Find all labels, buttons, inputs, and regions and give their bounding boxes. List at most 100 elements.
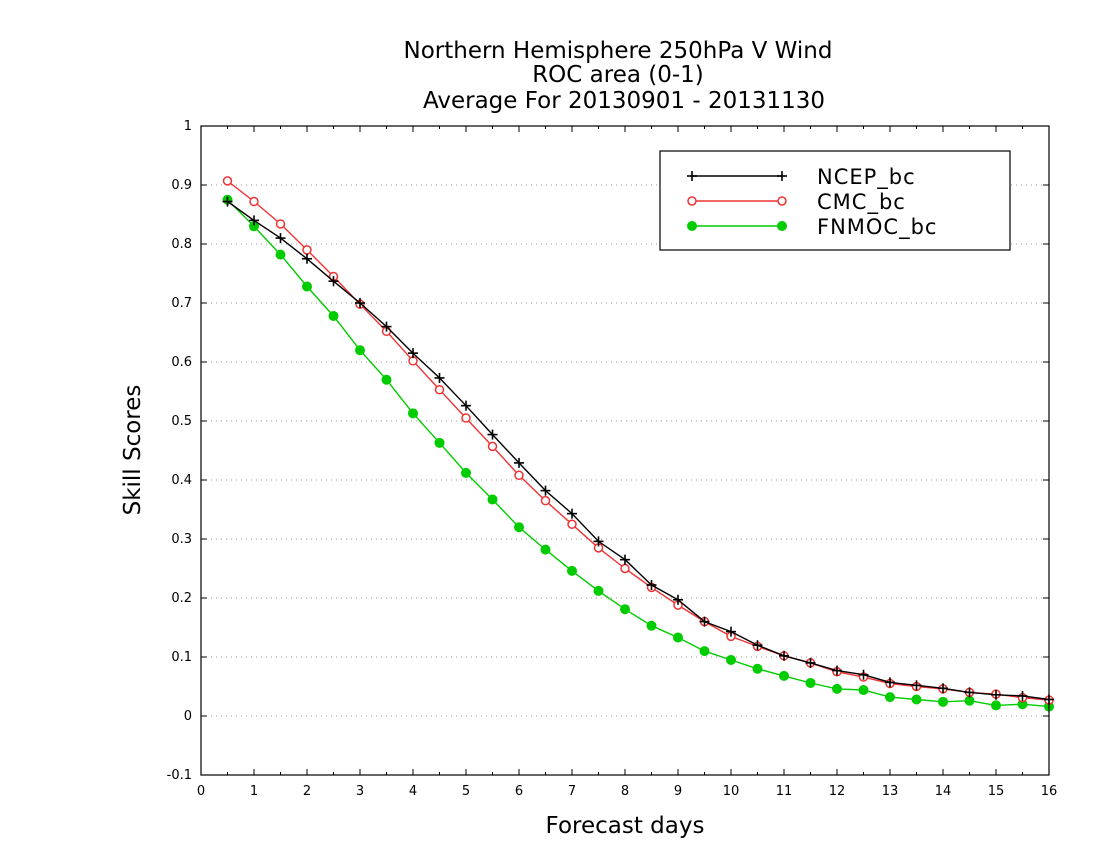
grid-layer (201, 184, 1049, 717)
data-point-cmc-bc (514, 470, 524, 481)
data-point-fnmoc-bc (328, 310, 339, 321)
series-cmc-bc (222, 176, 1054, 705)
data-point-fnmoc-bc (381, 374, 392, 385)
data-point-fnmoc-bc (620, 604, 630, 615)
data-point-fnmoc-bc (805, 677, 816, 688)
chart-subtitle-period: Average For 20130901 - 20131130 (423, 88, 825, 114)
data-point-ncep-bc (593, 536, 604, 547)
x-tick-label: 13 (882, 784, 899, 799)
data-point-ncep-bc (514, 457, 524, 468)
data-point-fnmoc-bc (832, 683, 842, 694)
data-point-fnmoc-bc (858, 685, 869, 696)
data-point-fnmoc-bc (593, 585, 604, 596)
y-tick-label: 0.2 (171, 591, 192, 606)
series-layer (222, 176, 1054, 712)
legend-item-fnmoc-bc: FNMOC_bc (687, 215, 937, 240)
tick-layer: -0.100.10.20.30.40.50.60.70.80.910 1 2 3 4 5 6… (167, 119, 1058, 799)
data-point-fnmoc-bc (885, 692, 895, 703)
x-tick-label: 6 (515, 784, 523, 799)
x-axis-label: Forecast days (546, 813, 705, 839)
data-point-fnmoc-bc (540, 544, 551, 555)
legend-label-cmc-bc: CMC_bc (817, 190, 906, 215)
y-axis-label: Skill Scores (120, 385, 146, 516)
data-point-fnmoc-bc (567, 565, 577, 576)
data-point-ncep-bc (805, 657, 816, 668)
data-point-ncep-bc (673, 594, 683, 605)
data-point-cmc-bc (567, 519, 577, 529)
data-point-ncep-bc (302, 253, 312, 264)
data-point-ncep-bc (567, 508, 577, 519)
data-point-ncep-bc (779, 650, 789, 661)
legend-marker-cmc-bc (687, 196, 697, 206)
data-point-ncep-bc (487, 429, 498, 440)
legend-item-cmc-bc: CMC_bc (687, 190, 906, 215)
y-tick-label: 0.7 (171, 296, 192, 311)
data-point-fnmoc-bc (514, 522, 524, 533)
data-point-fnmoc-bc (434, 437, 445, 448)
x-tick-label: 2 (303, 784, 311, 799)
x-tick-label: 3 (356, 784, 364, 799)
legend-label-fnmoc-bc: FNMOC_bc (817, 215, 937, 240)
data-point-ncep-bc (991, 689, 1001, 700)
data-point-fnmoc-bc (487, 494, 498, 505)
data-point-fnmoc-bc (355, 345, 365, 356)
series-ncep-bc (222, 196, 1054, 705)
chart-subtitle-metric: ROC area (0-1) (532, 62, 704, 88)
x-tick-label: 0 (197, 784, 205, 799)
data-point-fnmoc-bc (938, 696, 948, 707)
data-point-ncep-bc (752, 640, 763, 651)
data-point-ncep-bc (858, 669, 869, 680)
data-point-fnmoc-bc (726, 654, 736, 665)
data-point-fnmoc-bc (673, 632, 683, 643)
data-point-ncep-bc (222, 196, 233, 207)
x-tick-label: 8 (621, 784, 629, 799)
data-point-ncep-bc (646, 580, 657, 591)
y-tick-label: 0.5 (171, 414, 192, 429)
y-tick-label: 1 (184, 119, 192, 134)
legend-marker-fnmoc-bc (777, 221, 787, 231)
data-point-fnmoc-bc (461, 467, 471, 478)
legend-marker-fnmoc-bc (687, 221, 697, 231)
data-point-ncep-bc (355, 298, 365, 308)
y-tick-label: 0.3 (171, 532, 192, 547)
x-tick-label: 4 (409, 784, 417, 799)
x-tick-label: 9 (674, 784, 682, 799)
data-point-cmc-bc (540, 495, 551, 506)
series-line-cmc-bc (227, 180, 1050, 701)
legend-item-ncep-bc: NCEP_bc (687, 165, 915, 190)
data-point-fnmoc-bc (699, 646, 710, 657)
data-point-ncep-bc (938, 683, 948, 694)
data-point-ncep-bc (911, 680, 922, 691)
legend-marker-ncep-bc (777, 171, 787, 181)
legend-marker-cmc-bc (777, 196, 787, 206)
y-tick-label: 0.9 (171, 178, 192, 193)
x-tick-label: 7 (568, 784, 576, 799)
data-point-cmc-bc (620, 563, 630, 574)
x-tick-label: 10 (723, 784, 740, 799)
data-point-cmc-bc (434, 384, 445, 395)
data-point-ncep-bc (699, 616, 710, 627)
data-point-fnmoc-bc (991, 700, 1001, 711)
data-point-ncep-bc (726, 626, 736, 637)
data-point-fnmoc-bc (752, 663, 763, 674)
data-point-cmc-bc (275, 219, 286, 229)
x-tick-label: 1 (250, 784, 258, 799)
data-point-ncep-bc (620, 554, 630, 565)
data-point-ncep-bc (964, 687, 975, 698)
y-tick-label: 0.6 (171, 355, 192, 370)
data-point-fnmoc-bc (964, 695, 975, 706)
y-tick-label: 0.4 (171, 473, 192, 488)
data-point-fnmoc-bc (911, 694, 922, 705)
data-point-fnmoc-bc (408, 408, 418, 419)
data-point-fnmoc-bc (646, 620, 657, 631)
data-point-cmc-bc (487, 441, 498, 452)
data-point-fnmoc-bc (275, 249, 286, 260)
data-point-ncep-bc (461, 400, 471, 411)
data-point-cmc-bc (249, 196, 259, 207)
data-point-ncep-bc (1017, 690, 1028, 701)
data-point-ncep-bc (275, 233, 286, 244)
data-point-cmc-bc (222, 176, 233, 186)
